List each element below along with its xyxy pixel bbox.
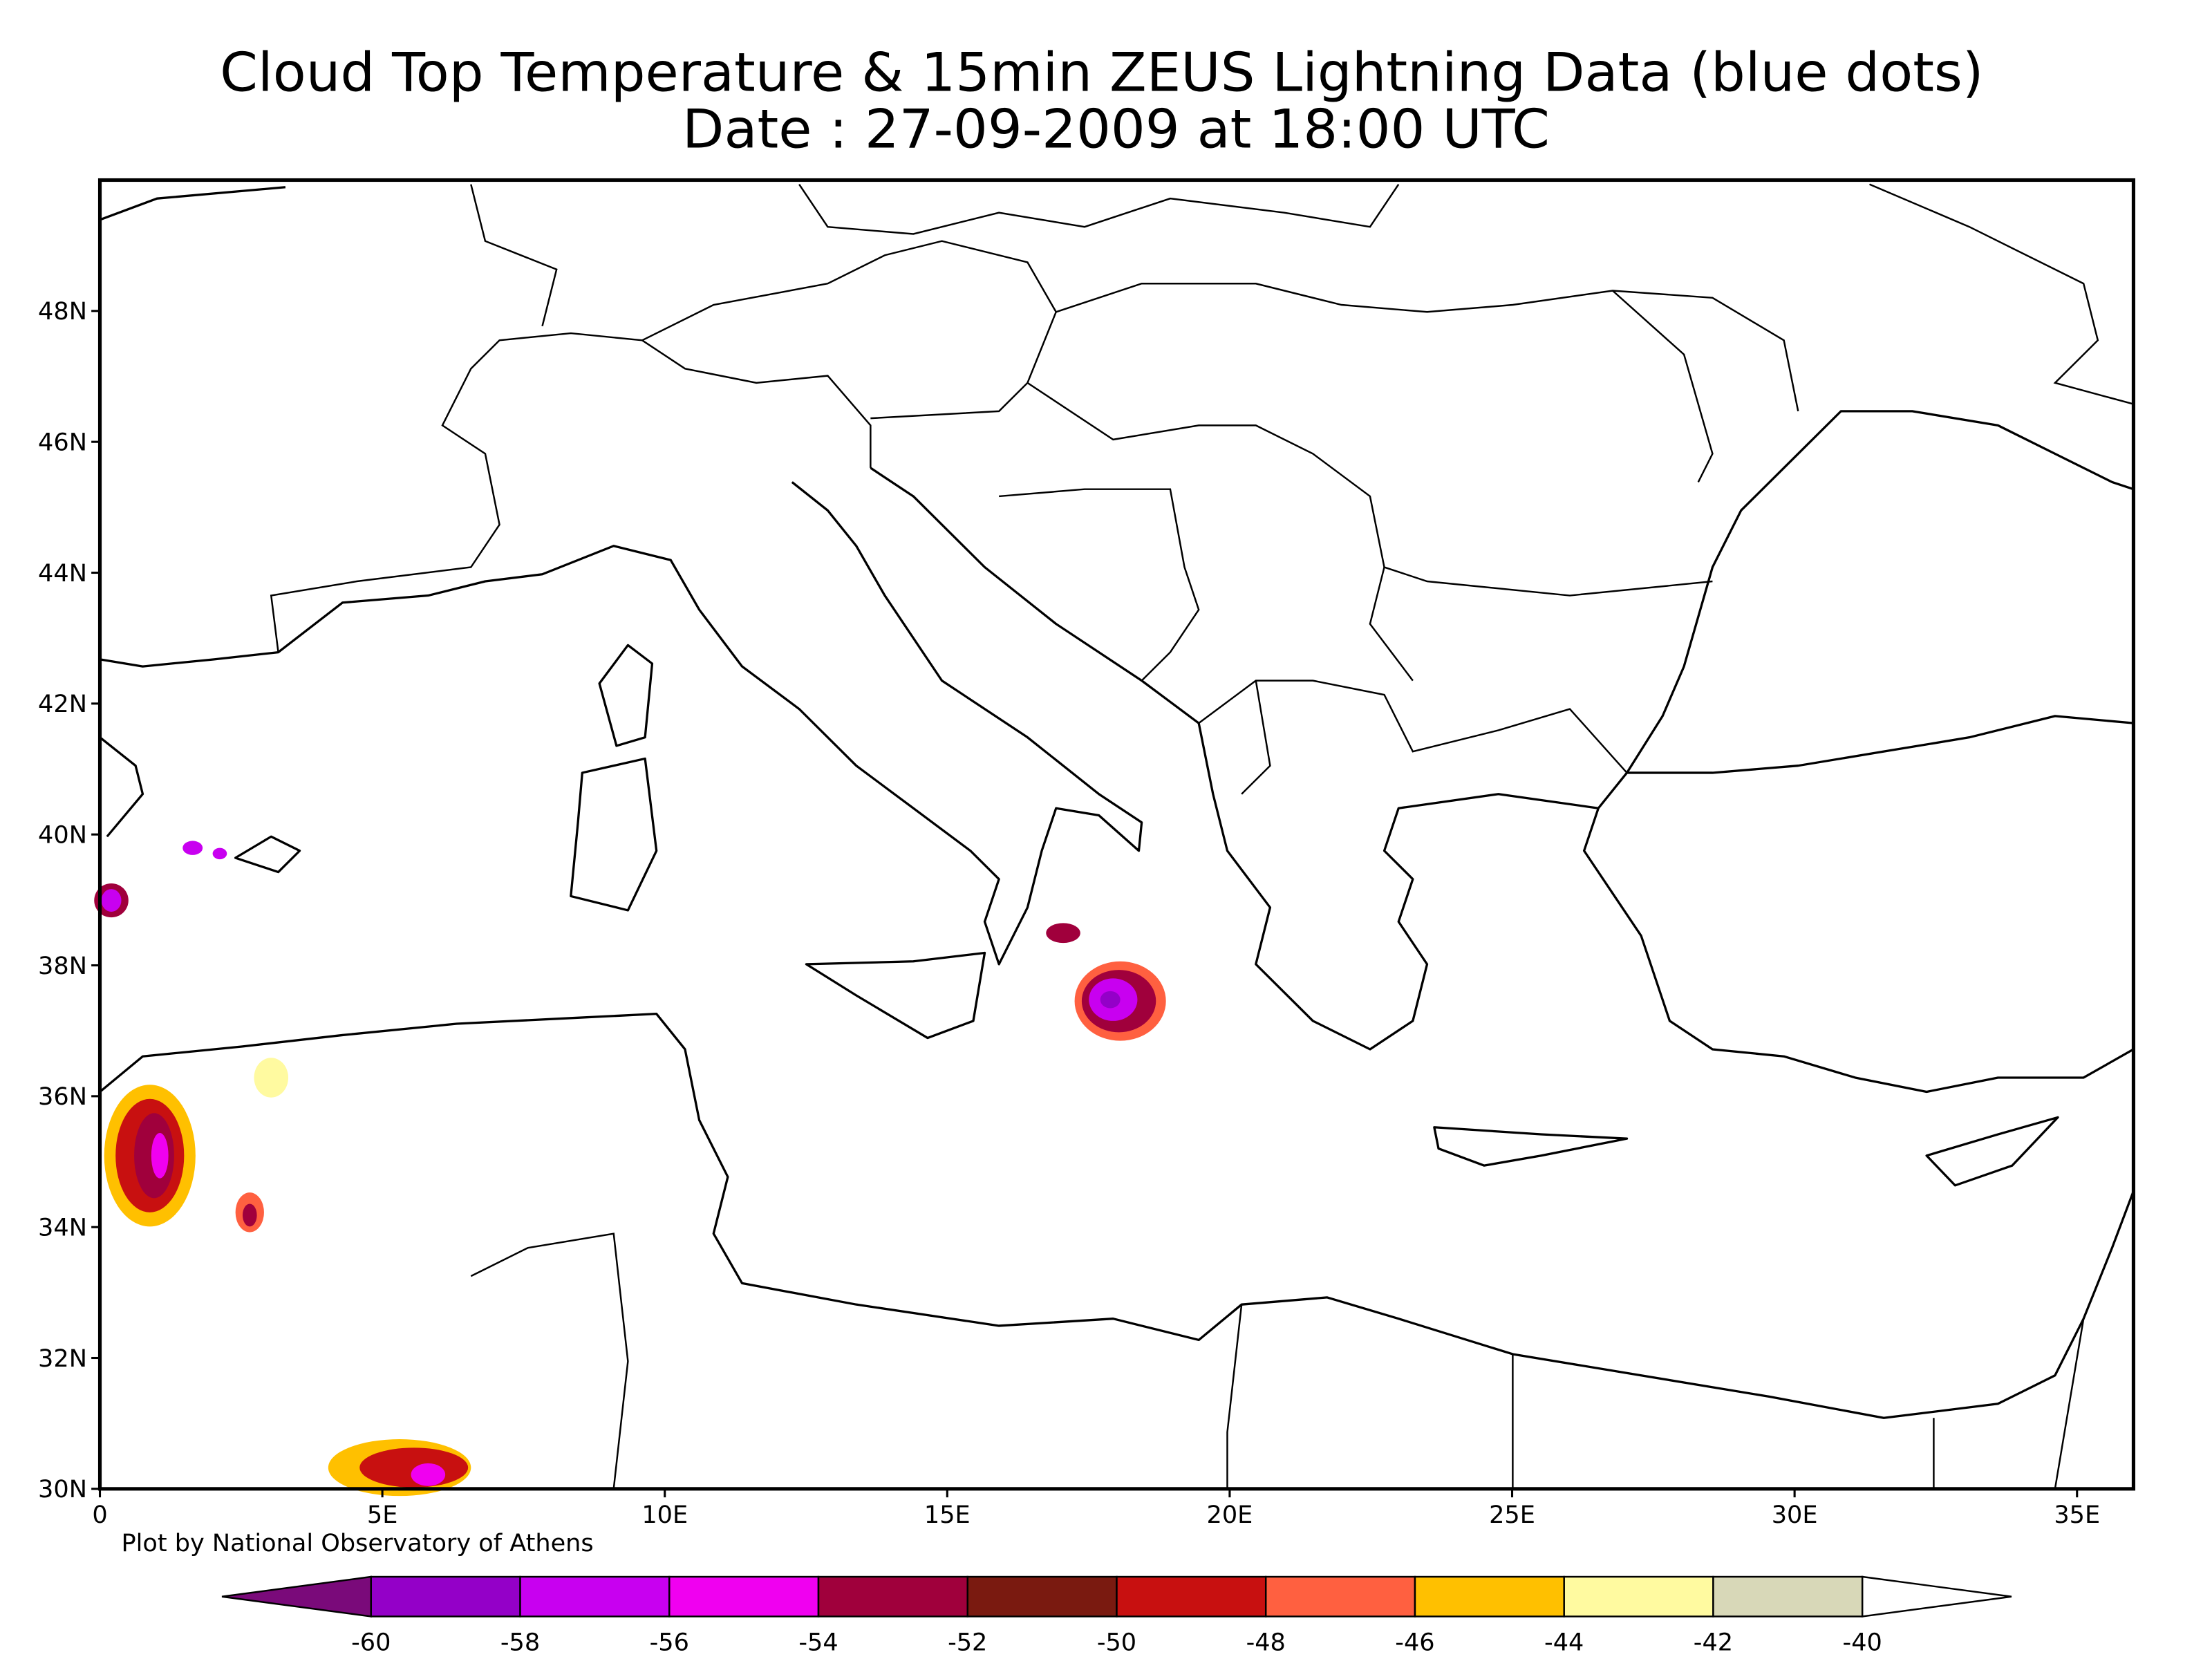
title-line: Cloud Top Temperature & 15min ZEUS Light… xyxy=(220,41,1983,104)
colorbar-label: -54 xyxy=(798,1629,838,1657)
colorbar-bin xyxy=(1563,1575,1714,1618)
colorbar-label: -42 xyxy=(1694,1629,1733,1657)
x-tick-label: 0 xyxy=(92,1501,107,1529)
y-tick-label: 42N xyxy=(38,691,87,718)
borders xyxy=(270,183,2134,1490)
colorbar-label: -56 xyxy=(650,1629,689,1657)
x-tick-label: 10E xyxy=(641,1501,688,1529)
colorbar-bin xyxy=(1264,1575,1416,1618)
y-tick-label: 34N xyxy=(38,1215,87,1242)
y-tick-label: 48N xyxy=(38,298,87,326)
y-tick-label: 44N xyxy=(38,560,87,588)
cloud-cells xyxy=(94,841,1166,1497)
colorbar-bin xyxy=(1414,1575,1565,1618)
x-tick-label: 15E xyxy=(924,1501,971,1529)
title-line: Date : 27-09-2009 at 18:00 UTC xyxy=(682,98,1550,161)
colorbar-label: -52 xyxy=(948,1629,987,1657)
colorbar-label: -60 xyxy=(351,1629,391,1657)
colorbar-bin xyxy=(966,1575,1118,1618)
colorbar-bin xyxy=(668,1575,820,1618)
x-tick-label: 5E xyxy=(367,1501,397,1529)
coastlines xyxy=(99,186,2135,1419)
map-frame xyxy=(97,178,2136,1491)
y-tick-label: 38N xyxy=(38,953,87,980)
x-tick-label: 35E xyxy=(2054,1501,2100,1529)
y-tick-label: 30N xyxy=(38,1476,87,1503)
colorbar-bin xyxy=(1712,1575,1864,1618)
colorbar-label: -48 xyxy=(1246,1629,1286,1657)
colorbar-label: -50 xyxy=(1097,1629,1136,1657)
x-tick-label: 30E xyxy=(1772,1501,1818,1529)
colorbar-extension-high xyxy=(1861,1575,2012,1618)
colorbar-label: -58 xyxy=(500,1629,540,1657)
map-area xyxy=(94,178,2136,1497)
colorbar-label: -44 xyxy=(1544,1629,1584,1657)
colorbar-label: -40 xyxy=(1843,1629,1882,1657)
x-tick-label: 20E xyxy=(1207,1501,1253,1529)
y-tick-label: 46N xyxy=(38,429,87,457)
colorbar-bin xyxy=(519,1575,671,1618)
y-tick-label: 36N xyxy=(38,1083,87,1111)
colorbar-extension-low xyxy=(221,1575,373,1618)
colorbar-label: -46 xyxy=(1395,1629,1434,1657)
x-tick-label: 25E xyxy=(1489,1501,1535,1529)
colorbar-bin xyxy=(817,1575,968,1618)
colorbar-bin xyxy=(370,1575,521,1618)
y-tick-label: 40N xyxy=(38,822,87,850)
colorbar-bin xyxy=(1116,1575,1267,1618)
credit: Plot by National Observatory of Athens xyxy=(121,1530,593,1557)
y-tick-label: 32N xyxy=(38,1345,87,1373)
